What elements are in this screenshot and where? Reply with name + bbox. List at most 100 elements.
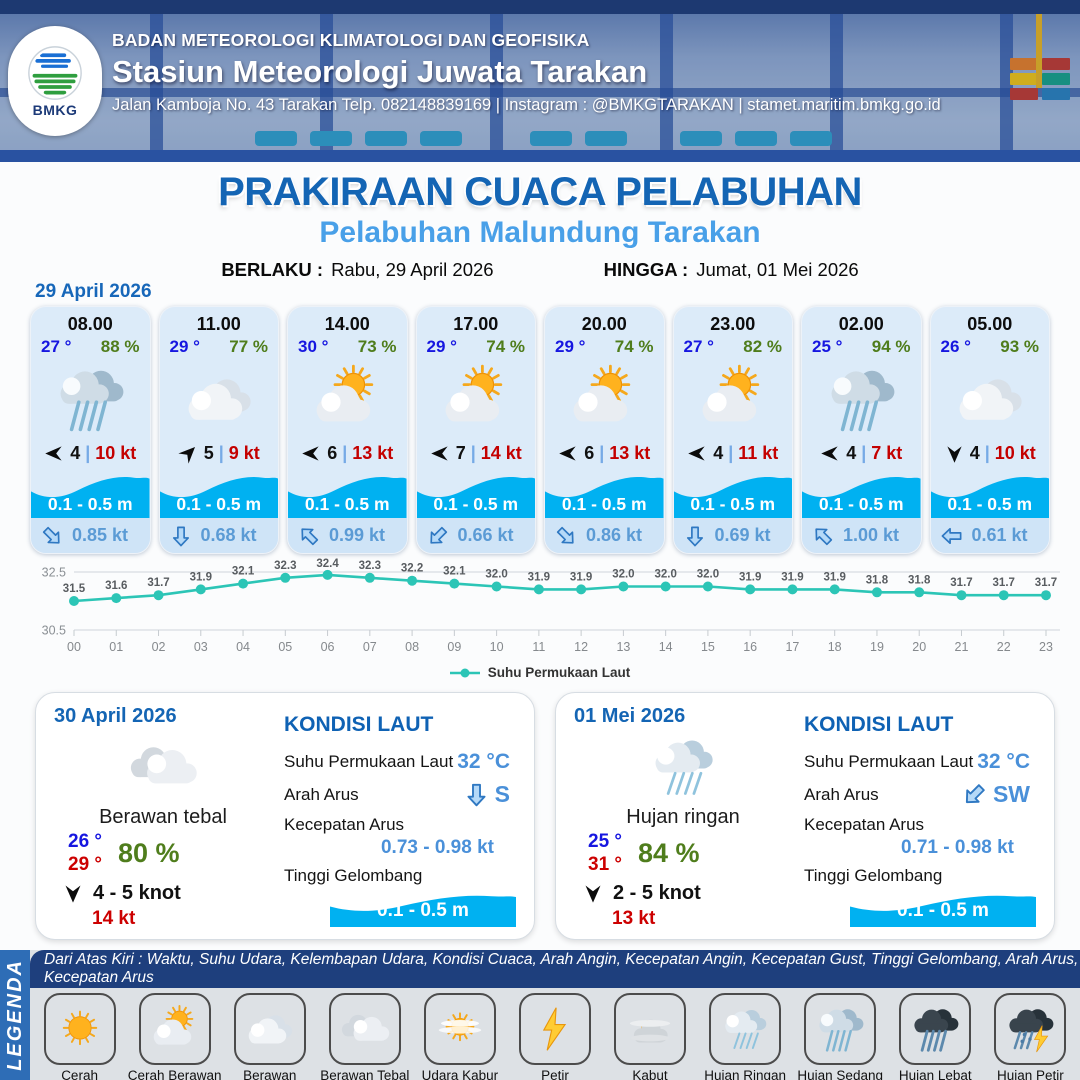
weather-icon-berawan-tebal <box>54 728 272 806</box>
header-decor-chair <box>530 131 572 146</box>
svg-text:32.0: 32.0 <box>654 569 676 581</box>
card-time: 05.00 <box>967 314 1013 334</box>
wave-height-label: Tinggi Gelombang <box>284 866 423 885</box>
sea-sst-row: Suhu Permukaan Laut 32 °C <box>804 750 1036 774</box>
current-speed: 0.66 kt <box>457 525 514 546</box>
hourly-card: 23.00 27 ° 82 % 4 | 11 kt 0.1 - 0.5 m 0.… <box>672 306 793 554</box>
card-temperature: 27 ° <box>683 337 714 357</box>
card-temp-humidity-row: 25 ° 94 % <box>802 335 921 358</box>
svg-text:32.0: 32.0 <box>697 569 719 581</box>
current-speed: 1.00 kt <box>843 525 900 546</box>
card-humidity: 93 % <box>1000 337 1039 357</box>
card-temperature: 29 ° <box>169 337 200 357</box>
sea-current-speed-row: Kecepatan Arus <box>804 815 1036 835</box>
legend-item: Cerah Berawan <box>127 993 222 1080</box>
daily-temp-humidity: 25 ° 31 ° 84 % <box>588 831 792 877</box>
wave-height-band: 0.1 - 0.5 m <box>673 468 792 519</box>
legend-item-label: Cerah Berawan <box>127 1068 222 1080</box>
title-block: PRAKIRAAN CUACA PELABUHAN Pelabuhan Malu… <box>0 170 1080 281</box>
org-name: BADAN METEOROLOGI KLIMATOLOGI DAN GEOFIS… <box>112 30 590 50</box>
hourly-card: 11.00 29 ° 77 % 5 | 9 kt 0.1 - 0.5 m 0.6… <box>158 306 279 554</box>
header-decor-chair <box>365 131 407 146</box>
wind-direction-icon <box>301 443 322 464</box>
current-direction-label: Arah Arus <box>284 784 359 804</box>
wind-direction-icon <box>944 443 965 464</box>
svg-text:17: 17 <box>785 640 799 654</box>
svg-text:31.7: 31.7 <box>1035 577 1057 589</box>
svg-text:09: 09 <box>447 640 461 654</box>
svg-text:31.9: 31.9 <box>824 571 846 583</box>
wind-force: 4 <box>969 443 980 464</box>
header-decor-mullion <box>320 14 333 150</box>
wind-direction-icon <box>62 882 84 904</box>
svg-text:32.1: 32.1 <box>443 566 466 578</box>
svg-text:05: 05 <box>278 640 292 654</box>
header-decor-container <box>1042 58 1070 70</box>
header-decor-mullion <box>1000 14 1013 150</box>
station-address: Jalan Kamboja No. 43 Tarakan Telp. 08214… <box>112 96 941 114</box>
card-temperature: 29 ° <box>426 337 457 357</box>
legend-item: Kabut <box>605 993 696 1080</box>
svg-text:13: 13 <box>616 640 630 654</box>
svg-text:22: 22 <box>997 640 1011 654</box>
svg-text:31.7: 31.7 <box>950 577 972 589</box>
wind-range: 2 - 5 knot <box>613 881 701 904</box>
wave-height-band: 0.1 - 0.5 m <box>802 468 921 519</box>
legend-item: Cerah <box>34 993 125 1080</box>
temp-max: 31 ° <box>588 853 623 875</box>
header-decor-container <box>1010 88 1038 100</box>
temp-max: 29 ° <box>68 853 103 875</box>
card-time: 20.00 <box>581 314 627 334</box>
svg-text:31.7: 31.7 <box>993 577 1015 589</box>
daily-date: 30 April 2026 <box>54 705 177 727</box>
legend-item-label: Hujan Petir <box>996 1068 1064 1080</box>
svg-text:16: 16 <box>743 640 757 654</box>
legend-item-label: Berawan <box>243 1068 297 1080</box>
current-speed-label: Kecepatan Arus <box>804 815 925 834</box>
svg-text:32.0: 32.0 <box>485 569 507 581</box>
valid-from: BERLAKU : Rabu, 29 April 2026 <box>221 259 493 281</box>
card-humidity: 82 % <box>743 337 782 357</box>
card-time: 11.00 <box>196 314 241 334</box>
svg-text:19: 19 <box>870 640 884 654</box>
wind-separator: | <box>342 443 348 464</box>
weather-icon-hujan-ringan <box>709 993 782 1065</box>
wave-height-value: 0.1 - 0.5 m <box>690 494 776 515</box>
sea-sst-label: Suhu Permukaan Laut <box>804 752 974 771</box>
wave-height-band: 0.1 - 0.5 m <box>159 468 278 519</box>
svg-text:32.1: 32.1 <box>232 566 255 578</box>
sea-current-dir-row: Arah Arus SW <box>804 781 1036 808</box>
weather-icon-berawan <box>931 359 1050 441</box>
svg-text:31.9: 31.9 <box>190 571 212 583</box>
card-current-row: 1.00 kt <box>802 518 921 553</box>
valid-to: HINGGA : Jumat, 01 Mei 2026 <box>604 259 859 281</box>
header-banner: BMKG BADAN METEOROLOGI KLIMATOLOGI DAN G… <box>0 0 1080 162</box>
daily-condition: Hujan ringan <box>626 806 740 828</box>
wind-direction-icon <box>44 443 65 464</box>
bmkg-logo-label: BMKG <box>32 101 78 118</box>
legend-item-label: Cerah <box>61 1068 98 1080</box>
weather-icon-cerah-berawan <box>417 359 536 441</box>
wind-force: 6 <box>584 443 595 464</box>
card-temp-humidity-row: 29 ° 74 % <box>545 335 664 358</box>
sea-conditions: KONDISI LAUT Suhu Permukaan Laut 32 °C A… <box>272 705 516 927</box>
header-decor-chair <box>735 131 777 146</box>
bmkg-logo: BMKG <box>8 26 102 136</box>
card-temp-humidity-row: 29 ° 77 % <box>160 335 279 358</box>
wind-separator: | <box>728 443 734 464</box>
header-overlay <box>0 0 1080 162</box>
legend-description: Dari Atas Kiri : Waktu, Suhu Udara, Kele… <box>30 950 1080 988</box>
card-current-row: 0.66 kt <box>416 518 535 553</box>
weather-icon-hujan-sedang <box>802 359 921 441</box>
card-humidity: 77 % <box>229 337 268 357</box>
hourly-card: 20.00 29 ° 74 % 6 | 13 kt 0.1 - 0.5 m 0.… <box>544 306 665 554</box>
legend-strip: LEGENDA Dari Atas Kiri : Waktu, Suhu Uda… <box>0 950 1080 1080</box>
svg-text:00: 00 <box>67 640 81 654</box>
card-time: 23.00 <box>710 314 756 334</box>
svg-text:15: 15 <box>701 640 715 654</box>
bmkg-emblem-icon <box>28 45 82 100</box>
header-decor-topbar <box>0 0 1080 14</box>
svg-text:14: 14 <box>659 640 673 654</box>
card-temp-humidity-row: 27 ° 82 % <box>674 335 793 358</box>
